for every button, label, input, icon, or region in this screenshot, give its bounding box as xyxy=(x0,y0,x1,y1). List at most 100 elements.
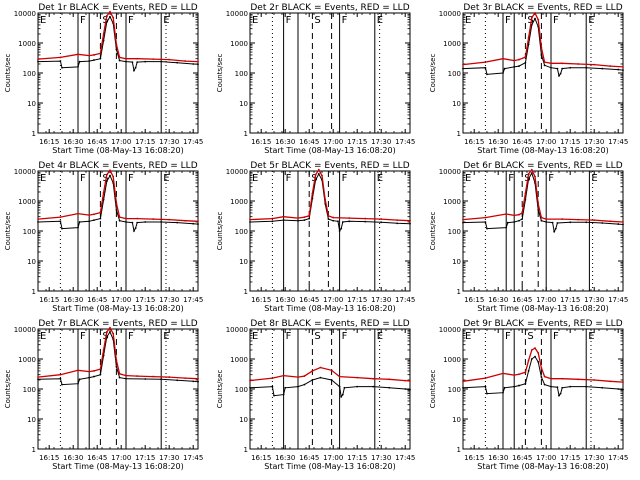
series-lld-point xyxy=(93,370,95,372)
series-events-point xyxy=(197,380,199,383)
region-label: F xyxy=(80,173,86,184)
y-tick-label: 100 xyxy=(448,228,461,236)
series-lld-point xyxy=(462,63,464,66)
x-tick-label: 16:15 xyxy=(39,454,59,462)
series-lld-point xyxy=(136,217,139,220)
series-events-point xyxy=(249,221,251,223)
series-events-point xyxy=(380,221,383,224)
series-lld-point xyxy=(282,374,285,377)
x-axis-label: Start Time (08-May-13 16:08:20) xyxy=(264,146,395,155)
series-lld-line xyxy=(37,169,199,222)
y-tick-label: 1 xyxy=(457,446,461,454)
series-events-point xyxy=(88,60,91,62)
series-events-point xyxy=(37,378,39,381)
series-lld-point xyxy=(364,217,367,220)
series-events-point xyxy=(338,230,341,232)
series-lld-point xyxy=(88,54,91,57)
series-events-point xyxy=(561,386,564,389)
series-events-point xyxy=(462,221,464,224)
region-label: F xyxy=(80,15,86,26)
series-lld-point xyxy=(37,218,39,220)
series-events-point xyxy=(93,59,95,61)
series-events-point xyxy=(249,386,251,389)
panel-title: Det 4r BLACK = Events, RED = LLD xyxy=(38,161,197,171)
series-events-point xyxy=(540,54,543,56)
series-events-point xyxy=(559,72,562,75)
panel-det-5: Det 5r BLACK = Events, RED = LLD 1 10 100 10… xyxy=(216,161,415,313)
series-events-point xyxy=(530,358,533,360)
x-tick-label: 17:15 xyxy=(560,296,580,304)
region-label: F xyxy=(553,15,559,26)
region-label: F xyxy=(128,15,134,26)
x-tick-label: 16:45 xyxy=(87,454,107,462)
region-label: F xyxy=(553,331,559,342)
series-lld-point xyxy=(59,56,62,59)
series-events-point xyxy=(125,60,127,63)
panel-title: Det 5r BLACK = Events, RED = LLD xyxy=(250,161,409,171)
series-events-point xyxy=(282,219,285,222)
region-label: E xyxy=(465,15,471,26)
series-events-point xyxy=(543,383,546,386)
series-lld-point xyxy=(540,216,543,219)
series-lld-point xyxy=(502,372,504,375)
series-lld-point xyxy=(530,168,533,171)
series-events-point xyxy=(617,68,620,71)
panel-det-9: Det 9r BLACK = Events, RED = LLD 1 10 100 10… xyxy=(429,319,628,471)
series-lld-point xyxy=(118,216,121,219)
series-lld-point xyxy=(388,378,391,381)
series-lld-point xyxy=(168,58,171,61)
x-tick-label: 16:30 xyxy=(63,454,83,462)
x-tick-label: 16:15 xyxy=(251,296,271,304)
series-lld-point xyxy=(125,374,127,377)
series-lld-point xyxy=(99,368,102,371)
region-label: E xyxy=(252,173,258,184)
series-lld-point xyxy=(59,216,62,219)
series-events-point xyxy=(160,221,163,223)
x-axis-label: Start Time (08-May-13 16:08:20) xyxy=(477,304,608,313)
series-events-point xyxy=(545,221,548,223)
series-events-point xyxy=(554,227,557,230)
x-tick-label: 16:30 xyxy=(63,138,83,146)
series-events-point xyxy=(550,66,552,69)
series-events-line xyxy=(37,15,199,73)
panel-det-3: Det 3r BLACK = Events, RED = LLD 1 10 100 10… xyxy=(429,3,628,155)
series-lld-point xyxy=(505,213,508,215)
series-lld-point xyxy=(561,377,564,380)
panel-title: Det 9r BLACK = Events, RED = LLD xyxy=(463,319,622,329)
series-events-point xyxy=(99,373,102,376)
series-events-point xyxy=(622,223,624,226)
plot-frame xyxy=(462,170,624,292)
x-tick-label: 16:45 xyxy=(299,454,319,462)
x-tick-label: 17:00 xyxy=(323,296,343,304)
series-lld-point xyxy=(527,173,530,175)
series-events-point xyxy=(537,361,540,363)
series-events-point xyxy=(273,394,275,397)
series-events-point xyxy=(569,385,572,388)
series-events-point xyxy=(409,388,411,391)
series-events-line xyxy=(37,330,199,386)
series-lld-point xyxy=(303,375,306,377)
series-lld-point xyxy=(311,370,314,372)
x-tick-label: 17:45 xyxy=(608,296,628,304)
series-events-point xyxy=(513,385,516,388)
series-lld-point xyxy=(380,218,383,220)
x-axis-label: Start Time (08-May-13 16:08:20) xyxy=(52,146,183,155)
x-tick-label: 17:00 xyxy=(323,138,343,146)
x-tick-label: 17:15 xyxy=(347,138,367,146)
series-events-point xyxy=(118,219,121,222)
y-tick-label: 100 xyxy=(23,386,36,394)
y-tick-label: 10000 xyxy=(439,10,461,18)
x-tick-label: 17:30 xyxy=(371,138,391,146)
series-lld-point xyxy=(550,62,552,65)
region-label: E xyxy=(163,15,169,26)
series-lld-point xyxy=(540,46,543,49)
series-lld-point xyxy=(593,379,596,381)
series-events-point xyxy=(144,60,147,63)
series-events-point xyxy=(192,380,195,383)
y-tick-label: 10000 xyxy=(14,326,36,334)
x-tick-label: 17:00 xyxy=(536,454,556,462)
series-events-line xyxy=(249,172,411,233)
panel-det-1: Det 1r BLACK = Events, RED = LLD 1 10 100 10… xyxy=(4,3,203,155)
region-label: E xyxy=(377,331,383,342)
y-tick-label: 10 xyxy=(239,416,248,424)
